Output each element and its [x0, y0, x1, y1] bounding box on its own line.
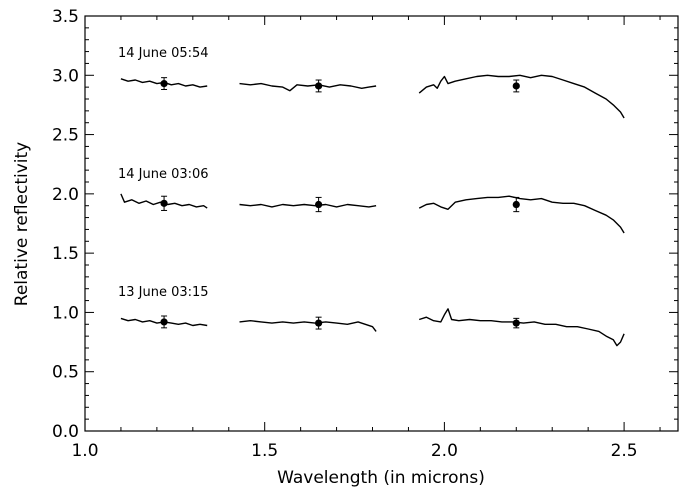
spectrum-segment-line [239, 82, 377, 92]
series-0 [120, 308, 625, 347]
series-label-1: 14 June 03:06 [118, 167, 209, 182]
photometry-point [160, 79, 168, 88]
x-axis-title: Wavelength (in microns) [277, 468, 485, 488]
series-label-2: 14 June 05:54 [118, 46, 209, 61]
series-layer [120, 74, 625, 347]
x-tick-label: 2.5 [611, 441, 638, 461]
photometry-point [512, 82, 520, 90]
photometry-point [160, 199, 168, 207]
photometry-point [512, 200, 520, 209]
axis-tick-labels: 1.0 1.5 2.0 2.5 0.0 0.5 1.0 1.5 2.0 2.5 3.0 3.5 [52, 7, 638, 461]
y-tick-label: 0.0 [52, 422, 79, 442]
x-tick-label: 1.0 [71, 441, 98, 461]
spectrum-segment-line [418, 195, 625, 234]
photometry-point [160, 318, 168, 326]
y-tick-label: 2.0 [52, 185, 79, 205]
spectrum-segment-line [418, 74, 625, 119]
series-2 [120, 74, 625, 119]
photometry-point [512, 319, 520, 327]
y-tick-label: 3.5 [52, 7, 79, 27]
plot-frame [84, 15, 679, 432]
photometry-point [315, 319, 323, 327]
series-labels: 13 June 03:15 14 June 03:06 14 June 05:5… [118, 46, 209, 300]
y-tick-label: 0.5 [52, 363, 79, 383]
spectrum-segment-line [239, 203, 377, 208]
spectrum-segment-line [418, 308, 625, 347]
x-tick-label: 1.5 [251, 441, 278, 461]
photometry-point [315, 82, 323, 90]
y-tick-label: 1.5 [52, 244, 79, 264]
y-tick-label: 1.0 [52, 303, 79, 323]
series-1 [120, 193, 625, 234]
spectrum-segment-line [239, 320, 377, 332]
x-tick-label: 2.0 [431, 441, 458, 461]
axis-ticks [84, 15, 678, 432]
y-axis-title: Relative reflectivity [12, 142, 32, 306]
series-label-0: 13 June 03:15 [118, 285, 209, 300]
y-tick-label: 2.5 [52, 126, 79, 146]
photometry-point [315, 200, 323, 209]
y-tick-label: 3.0 [52, 66, 79, 86]
